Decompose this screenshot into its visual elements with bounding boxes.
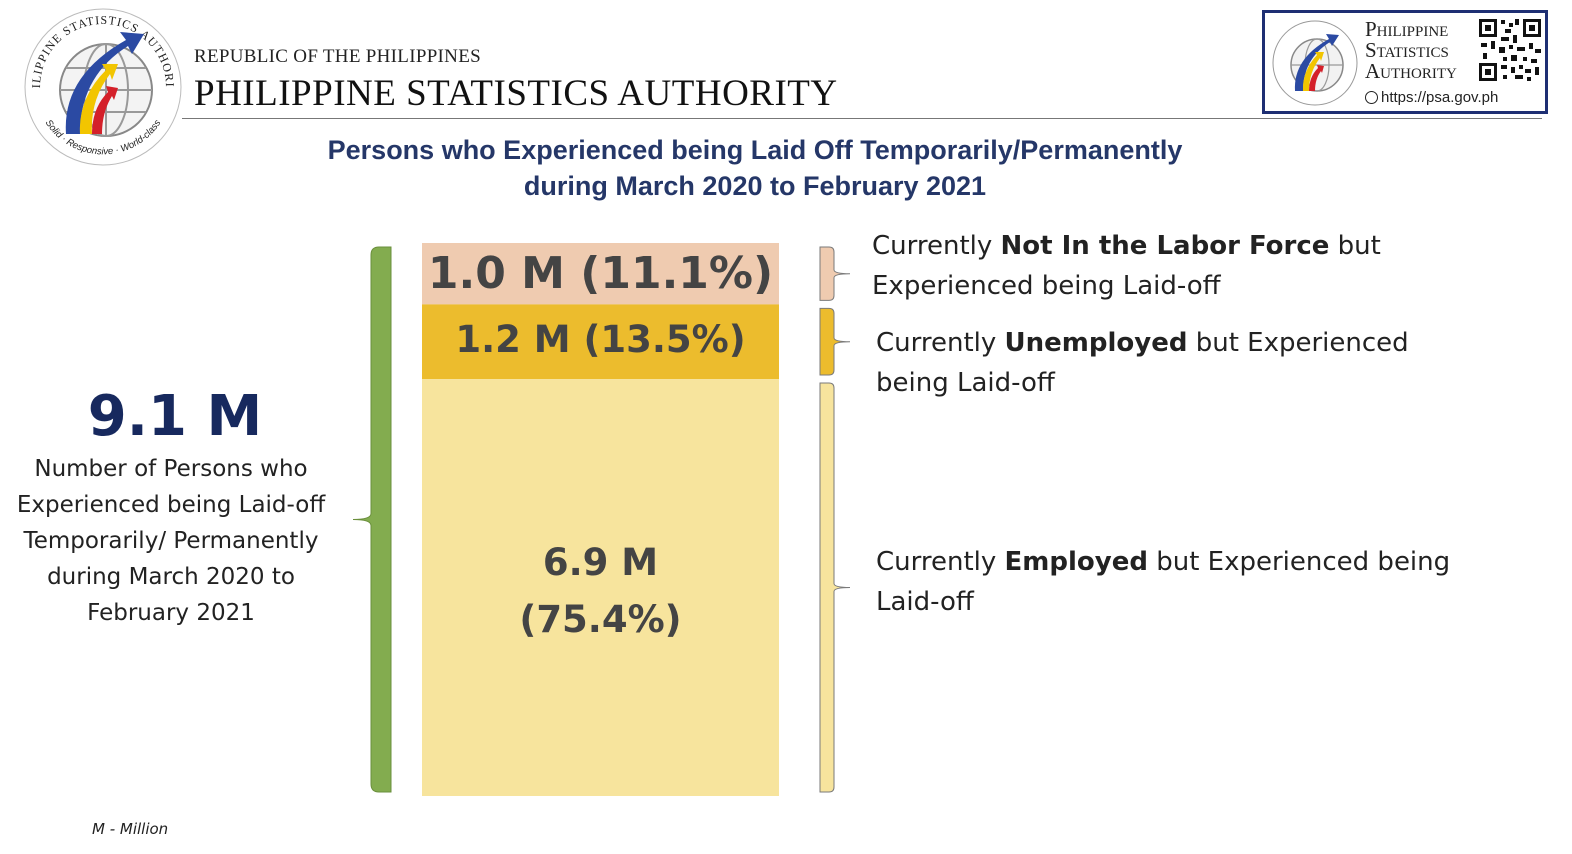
- badge-url: https://psa.gov.ph: [1365, 89, 1498, 106]
- chart-title: Persons who Experienced being Laid Off T…: [240, 132, 1270, 204]
- total-description-line: February 2021: [87, 600, 255, 626]
- badge-url-text: https://psa.gov.ph: [1381, 89, 1499, 106]
- annotation-text: being Laid-off: [876, 368, 1055, 398]
- psa-logo: PHILIPPINE STATISTICS AUTHORITY Solid · …: [22, 6, 182, 166]
- stacked-bar-chart: [352, 243, 851, 796]
- annotation-text: but Experienced being: [1147, 547, 1451, 577]
- brace-employed: [819, 382, 851, 793]
- annotation-not-in-labor-force: Currently Not In the Labor Force but Exp…: [872, 226, 1381, 306]
- header-divider: [182, 118, 1542, 119]
- header-agency-name: PHILIPPINE STATISTICS AUTHORITY: [194, 73, 838, 114]
- header-republic: REPUBLIC OF THE PHILIPPINES: [194, 46, 481, 67]
- segment-label-not-in-labor-force: 1.0 M (11.1%): [427, 248, 774, 299]
- annotation-text: Currently: [872, 231, 1001, 261]
- annotation-text: Experienced being Laid-off: [872, 271, 1221, 301]
- chart-title-line-2: during March 2020 to February 2021: [523, 171, 987, 201]
- total-value: 9.1 M: [87, 384, 263, 449]
- annotation-bold-text: Unemployed: [1004, 328, 1188, 358]
- annotation-bold-text: Employed: [1004, 547, 1148, 577]
- annotation-unemployed: Currently Unemployed but Experienced bei…: [876, 323, 1409, 403]
- total-description-line: Temporarily/ Permanently: [23, 528, 319, 554]
- annotation-text: but Experienced: [1187, 328, 1409, 358]
- bar-segment-nilf: [422, 243, 779, 305]
- footnote: M - Million: [92, 820, 169, 838]
- badge-line-1: Philippine: [1365, 17, 1449, 41]
- badge-line-2: Statistics: [1365, 38, 1449, 62]
- segment-label-employed: 6.9 M (75.4%): [422, 534, 779, 648]
- bar-segment-employed: [422, 379, 779, 796]
- total-description: Number of Persons who Experienced being …: [6, 451, 336, 631]
- psa-badge: Philippine Statistics Authority https://…: [1262, 10, 1548, 114]
- segment-label-employed-value: 6.9 M: [542, 541, 659, 584]
- badge-line-3: Authority: [1365, 59, 1457, 83]
- badge-logo-icon: [1272, 20, 1358, 106]
- annotation-bold-text: Not In the Labor Force: [1000, 231, 1330, 261]
- qr-code-icon: [1477, 17, 1543, 83]
- brace-nilf: [819, 246, 851, 301]
- annotation-text: Laid-off: [876, 587, 974, 617]
- globe-icon: [1365, 91, 1378, 104]
- total-description-line: during March 2020 to: [47, 564, 295, 590]
- annotation-text: Currently: [876, 547, 1005, 577]
- brace-unemployed: [819, 307, 851, 376]
- annotation-employed: Currently Employed but Experienced being…: [876, 542, 1450, 622]
- total-description-line: Experienced being Laid-off: [16, 492, 326, 518]
- annotation-text: Currently: [876, 328, 1005, 358]
- segment-label-unemployed: 1.2 M (13.5%): [455, 318, 746, 361]
- total-description-line: Number of Persons who: [34, 456, 308, 482]
- flag-swoosh-icon: [65, 32, 144, 134]
- annotation-text: but: [1329, 231, 1381, 261]
- chart-title-line-1: Persons who Experienced being Laid Off T…: [327, 135, 1183, 165]
- segment-label-employed-percent: (75.4%): [519, 598, 682, 641]
- total-bar: [352, 246, 392, 793]
- bar-segment-unemployed: [422, 304, 779, 380]
